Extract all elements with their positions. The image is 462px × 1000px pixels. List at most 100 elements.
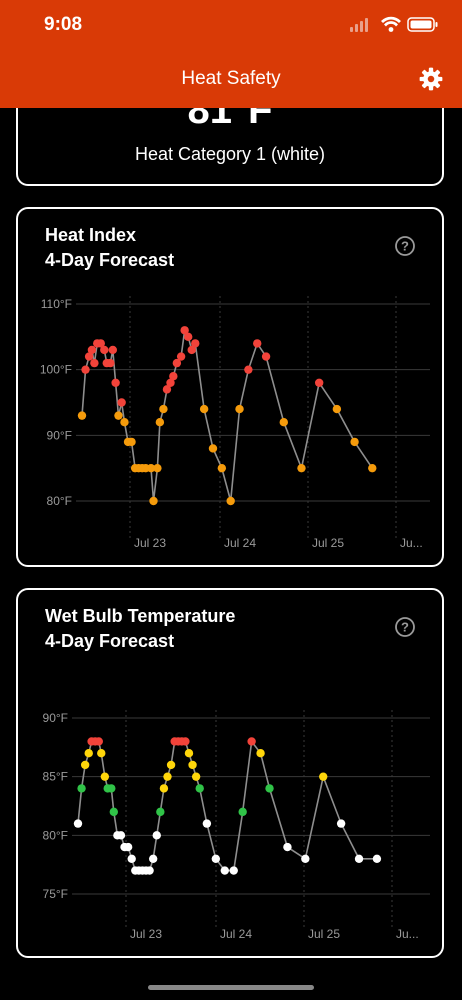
data-point — [116, 831, 126, 840]
wet-bulb-title-line2: 4-Day Forecast — [45, 631, 175, 651]
data-point — [253, 339, 262, 348]
data-point — [127, 437, 136, 447]
data-point — [80, 760, 90, 770]
y-tick-label: 110°F — [41, 297, 72, 311]
home-indicator[interactable] — [148, 985, 314, 990]
data-point — [191, 772, 201, 781]
data-point — [176, 352, 186, 361]
y-tick-label: 90°F — [43, 711, 68, 725]
svg-text:?: ? — [401, 239, 409, 254]
y-tick-label: 80°F — [43, 828, 68, 842]
data-point — [297, 463, 306, 473]
x-tick-label: Jul 25 — [308, 927, 340, 941]
data-point — [301, 854, 310, 863]
battery-icon — [407, 17, 438, 32]
wet-bulb-card: Wet Bulb Temperature 4-Day Forecast ? 90… — [16, 588, 444, 958]
data-point — [181, 737, 190, 746]
heat-index-title: Heat Index 4-Day Forecast — [45, 223, 174, 273]
x-tick-label: Jul 24 — [224, 536, 256, 550]
data-point — [319, 772, 328, 781]
data-point — [336, 819, 346, 828]
series-line — [81, 327, 373, 502]
question-circle-icon[interactable]: ? — [394, 235, 416, 257]
data-point — [108, 345, 117, 355]
data-point — [169, 372, 178, 381]
data-point — [77, 784, 86, 793]
data-point — [156, 807, 165, 817]
data-point — [184, 749, 194, 758]
x-tick-label: Ju... — [396, 927, 419, 941]
heat-index-title-line1: Heat Index — [45, 225, 137, 245]
data-point — [162, 385, 172, 394]
current-conditions-card: 81°F Heat Category 1 (white) — [16, 88, 444, 186]
question-circle-icon[interactable]: ? — [394, 616, 416, 638]
data-point — [117, 398, 126, 407]
data-point — [159, 784, 169, 793]
data-point — [109, 807, 119, 817]
data-point — [195, 784, 204, 793]
header-foreground: 9:08 Heat Safety — [0, 0, 462, 108]
data-point — [107, 784, 116, 793]
data-point — [159, 404, 168, 414]
data-point — [202, 819, 212, 828]
data-point — [114, 411, 123, 420]
data-point — [163, 772, 172, 781]
data-point — [314, 378, 324, 387]
data-point — [332, 404, 342, 414]
y-tick-label: 90°F — [47, 428, 72, 442]
data-point — [123, 842, 133, 852]
data-point — [261, 352, 271, 361]
data-point — [283, 842, 292, 852]
data-point — [152, 831, 161, 840]
data-point — [84, 352, 94, 361]
data-point — [191, 339, 200, 348]
heat-index-title-line2: 4-Day Forecast — [45, 250, 175, 270]
data-point — [127, 854, 136, 863]
data-point — [217, 463, 227, 473]
settings-gear-icon[interactable] — [418, 66, 444, 92]
data-point — [94, 737, 103, 746]
data-point — [235, 404, 244, 414]
data-point — [145, 866, 154, 875]
data-point — [279, 418, 288, 427]
data-point — [199, 404, 209, 414]
data-point — [90, 358, 99, 368]
heat-category-label: Heat Category 1 (white) — [134, 144, 326, 164]
data-point — [354, 854, 364, 863]
data-point — [368, 463, 377, 473]
x-tick-label: Ju... — [400, 536, 423, 550]
data-point — [184, 332, 193, 342]
nav-title-fg: Heat Safety — [181, 68, 281, 89]
data-point — [106, 358, 115, 368]
svg-text:?: ? — [401, 620, 409, 635]
status-icons-fg — [350, 16, 438, 32]
data-point — [226, 496, 235, 506]
data-point — [166, 378, 175, 387]
data-point — [238, 807, 247, 817]
data-point — [149, 496, 158, 506]
data-point — [211, 854, 221, 863]
series-line — [77, 739, 377, 872]
data-point — [146, 463, 156, 473]
wet-bulb-title-line1: Wet Bulb Temperature — [45, 606, 236, 626]
data-point — [265, 784, 274, 793]
data-point — [84, 749, 93, 758]
data-point — [97, 749, 106, 758]
wifi-icon — [381, 16, 401, 32]
heat-index-chart: 110°F 100°F 90°F 80°F Jul 23 Jul 24 Jul 25 Ju..… — [40, 296, 430, 550]
data-point — [256, 749, 265, 758]
y-tick-label: 80°F — [47, 494, 72, 508]
x-tick-label: Jul 23 — [134, 536, 166, 550]
data-point — [180, 326, 189, 335]
data-point — [100, 345, 109, 355]
data-point — [148, 854, 158, 863]
data-point — [87, 345, 97, 355]
data-point — [166, 760, 176, 770]
heat-index-card: Heat Index 4-Day Forecast ? 110°F 100°F 90… — [16, 207, 444, 567]
data-point — [220, 866, 229, 875]
data-point — [73, 819, 83, 828]
data-point — [111, 378, 120, 387]
data-point — [247, 737, 256, 746]
data-point — [244, 365, 253, 374]
data-point — [208, 444, 218, 453]
